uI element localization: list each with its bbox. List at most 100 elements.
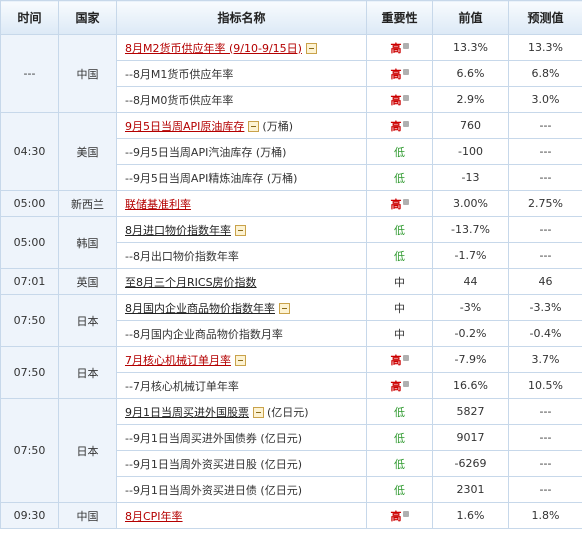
indicator-link[interactable]: 联储基准利率 [125, 197, 191, 211]
header-time: 时间 [0, 0, 59, 35]
alert-bell-icon[interactable] [402, 42, 409, 49]
importance-cell: 高 [366, 190, 433, 217]
indicator-unit: (万桶) [262, 119, 293, 133]
table-header: 时间 国家 指标名称 重要性 前值 预测值 [0, 0, 582, 35]
importance-level: 低 [394, 145, 405, 159]
collapse-toggle-icon[interactable] [305, 42, 317, 54]
event-country: 美国 [58, 112, 117, 191]
importance-cell: 低 [366, 476, 433, 503]
previous-value: 760 [432, 112, 509, 139]
event-country: 日本 [58, 398, 117, 503]
forecast-value: --- [508, 398, 582, 425]
event-country: 日本 [58, 346, 117, 399]
indicator-cell: --9月1日当周外资买进日股 (亿日元) [116, 450, 367, 477]
importance-cell: 低 [366, 242, 433, 269]
table-row: 07:50 日本 9月1日当周买进外国股票 (亿日元) 低 5827 --- [0, 398, 582, 503]
indicator-link[interactable]: 8月M2货币供应年率 (9/10-9/15日) [125, 41, 302, 55]
indicator-link[interactable]: 7月核心机械订单月率 [125, 353, 231, 367]
indicator-link[interactable]: 8月进口物价指数年率 [125, 223, 231, 237]
importance-cell: 低 [366, 424, 433, 451]
table-body: --- 中国 8月M2货币供应年率 (9/10-9/15日) 高 13.3% 13.3% -… [0, 34, 582, 529]
table-row: --8月国内企业商品物价指数月率 中 -0.2% -0.4% [1, 320, 582, 347]
table-row: --- 中国 8月M2货币供应年率 (9/10-9/15日) 高 13.3% 13.3% [0, 34, 582, 113]
indicator-link[interactable]: 9月1日当周买进外国股票 [125, 405, 249, 419]
previous-value: -7.9% [432, 346, 509, 373]
alert-bell-icon[interactable] [402, 380, 409, 387]
forecast-value: 46 [508, 268, 582, 295]
event-time: 07:01 [0, 268, 59, 295]
forecast-value: -3.3% [508, 294, 582, 321]
event-time: 09:30 [0, 502, 59, 529]
table-row: --8月M0货币供应年率 高 2.9% 3.0% [1, 86, 582, 113]
alert-bell-icon[interactable] [402, 94, 409, 101]
collapse-toggle-icon[interactable] [248, 120, 260, 132]
importance-cell: 高 [366, 34, 433, 61]
importance-cell: 低 [366, 138, 433, 165]
importance-level: 高 [390, 197, 402, 211]
forecast-value: --- [508, 216, 582, 243]
indicator-cell: 9月5日当周API原油库存 (万桶) [116, 112, 367, 139]
indicator-cell: --7月核心机械订单年率 [116, 372, 367, 399]
forecast-value: 3.7% [508, 346, 582, 373]
previous-value: 3.00% [432, 190, 509, 217]
table-row: 04:30 美国 9月5日当周API原油库存 (万桶) 高 760 --- [0, 112, 582, 191]
indicator-link[interactable]: 8月CPI年率 [125, 509, 183, 523]
header-row: 时间 国家 指标名称 重要性 前值 预测值 [0, 0, 582, 35]
previous-value: 9017 [432, 424, 509, 451]
importance-cell: 高 [366, 346, 433, 373]
forecast-value: --- [508, 424, 582, 451]
indicator-link[interactable]: 9月5日当周API原油库存 [125, 119, 245, 133]
indicator-name: --9月5日当周API精炼油库存 (万桶) [125, 171, 298, 185]
collapse-toggle-icon[interactable] [253, 406, 264, 418]
importance-level: 高 [390, 509, 402, 523]
table-row: 05:00 新西兰 联储基准利率 高 3.00% 2.75% [0, 190, 582, 217]
indicator-name: --7月核心机械订单年率 [125, 379, 239, 393]
alert-bell-icon[interactable] [402, 68, 409, 75]
indicator-cell: --9月1日当周外资买进日债 (亿日元) [116, 476, 367, 503]
importance-cell: 低 [366, 398, 433, 425]
indicator-cell: --8月国内企业商品物价指数月率 [116, 320, 367, 347]
importance-level: 低 [394, 405, 405, 419]
forecast-value: --- [508, 164, 582, 191]
forecast-value: 10.5% [508, 372, 582, 399]
importance-cell: 中 [366, 268, 433, 295]
importance-level: 高 [390, 379, 402, 393]
indicator-cell: --8月出口物价指数年率 [116, 242, 367, 269]
alert-bell-icon[interactable] [402, 354, 409, 361]
indicator-name: --8月M1货币供应年率 [125, 67, 234, 81]
indicator-cell: --9月5日当周API精炼油库存 (万桶) [116, 164, 367, 191]
alert-bell-icon[interactable] [402, 120, 409, 127]
event-time: 07:50 [0, 398, 59, 503]
collapse-toggle-icon[interactable] [279, 302, 290, 314]
indicator-cell: 9月1日当周买进外国股票 (亿日元) [116, 398, 367, 425]
indicator-name: --9月1日当周外资买进日债 (亿日元) [125, 483, 303, 497]
table-row: 07:50 日本 8月国内企业商品物价指数年率中 -3% -3.3% [0, 294, 582, 347]
forecast-value: 13.3% [508, 34, 582, 61]
header-importance: 重要性 [366, 0, 433, 35]
event-country: 日本 [58, 294, 117, 347]
forecast-value: -0.4% [508, 320, 582, 347]
table-row: --9月1日当周外资买进日债 (亿日元) 低 2301 --- [1, 476, 582, 503]
forecast-value: --- [508, 476, 582, 503]
event-time: 05:00 [0, 216, 59, 269]
alert-bell-icon[interactable] [402, 510, 409, 517]
collapse-toggle-icon[interactable] [235, 224, 246, 236]
event-country: 韩国 [58, 216, 117, 269]
alert-bell-icon[interactable] [402, 198, 409, 205]
indicator-link[interactable]: 至8月三个月RICS房价指数 [125, 275, 257, 289]
collapse-toggle-icon[interactable] [235, 354, 246, 366]
forecast-value: --- [508, 112, 582, 139]
event-time: 05:00 [0, 190, 59, 217]
previous-value: -100 [432, 138, 509, 165]
header-country: 国家 [58, 0, 117, 35]
header-previous: 前值 [432, 0, 509, 35]
indicator-link[interactable]: 8月国内企业商品物价指数年率 [125, 301, 275, 315]
indicator-cell: --9月5日当周API汽油库存 (万桶) [116, 138, 367, 165]
previous-value: 5827 [432, 398, 509, 425]
indicator-name: --8月M0货币供应年率 [125, 93, 234, 107]
importance-level: 低 [394, 223, 405, 237]
importance-cell: 低 [366, 216, 433, 243]
indicator-cell: --8月M0货币供应年率 [116, 86, 367, 113]
event-country: 新西兰 [58, 190, 117, 217]
